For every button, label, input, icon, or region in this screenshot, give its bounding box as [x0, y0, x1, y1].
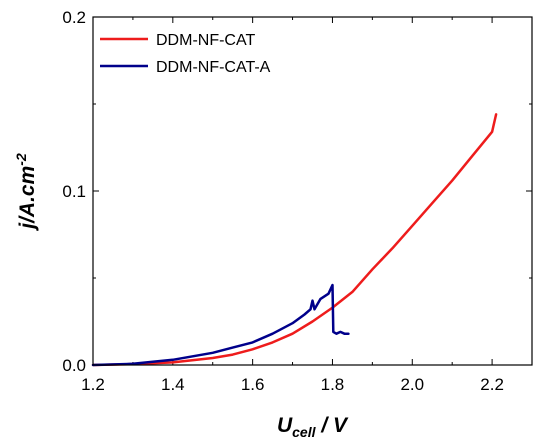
series-line-ddm-nf-cat [91, 113, 498, 367]
x-tick-label: 1.4 [161, 375, 185, 394]
series-layer [91, 113, 498, 367]
y-tick-label: 0.1 [62, 182, 86, 201]
x-tick-label: 1.8 [321, 375, 345, 394]
legend-label-ddm-nf-cat: DDM-NF-CAT [156, 32, 255, 49]
x-axis-label-sub: cell [292, 424, 316, 440]
y-axis-label-main: j/A.cm [16, 166, 39, 232]
legend-label-ddm-nf-cat-a: DDM-NF-CAT-A [156, 59, 271, 76]
x-tick-label: 2.2 [480, 375, 504, 394]
x-tick-label: 1.6 [241, 375, 265, 394]
y-tick-label: 0.0 [62, 356, 86, 375]
x-axis-label-main: U [277, 414, 293, 437]
x-axis-label-rest: / V [316, 414, 350, 437]
ticks-layer: 1.2 1.4 1.6 1.8 2.0 2.2 0.0 0.1 0.2 [62, 8, 532, 394]
y-axis-label-sup: -2 [13, 153, 29, 166]
plot-frame [92, 16, 533, 366]
legend: DDM-NF-CAT DDM-NF-CAT-A [100, 32, 271, 76]
series-line-ddm-nf-cat-a [91, 283, 350, 367]
y-axis-label: j/A.cm-2 [13, 153, 39, 232]
x-axis-label: Ucell / V [277, 414, 349, 440]
y-tick-label: 0.2 [62, 8, 86, 27]
x-tick-label: 1.2 [81, 375, 105, 394]
x-tick-label: 2.0 [400, 375, 424, 394]
